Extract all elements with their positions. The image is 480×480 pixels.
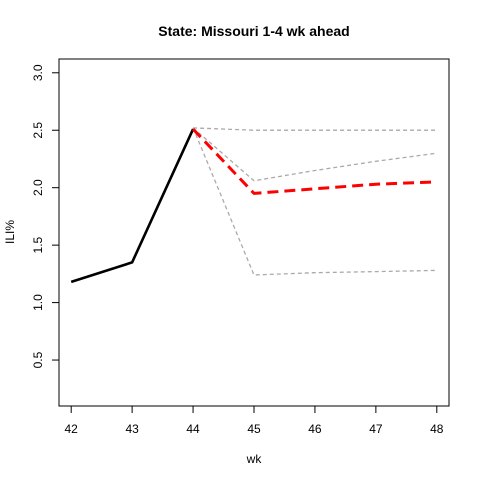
y-tick-label: 1.0 <box>31 294 45 311</box>
x-axis: 42 43 44 45 46 47 48 <box>65 405 444 436</box>
series-line-upper <box>193 127 437 131</box>
x-tick-label: 47 <box>369 422 383 436</box>
series-line-observed <box>70 128 195 284</box>
y-tick-label: 1.5 <box>31 236 45 253</box>
y-axis-label: ILI% <box>3 220 17 244</box>
x-tick-label: 45 <box>247 422 261 436</box>
plot-frame <box>58 58 450 407</box>
series-line-lower <box>192 127 437 276</box>
y-tick-label: 2.5 <box>31 122 45 139</box>
x-tick-label: 46 <box>308 422 322 436</box>
series-line-upper-mid <box>192 127 437 182</box>
y-axis: 0.5 1.0 1.5 2.0 2.5 3.0 <box>31 64 60 368</box>
y-tick-label: 2.0 <box>31 179 45 196</box>
x-axis-label: wk <box>246 452 263 466</box>
chart-title: State: Missouri 1-4 wk ahead <box>158 23 349 39</box>
x-tick-label: 48 <box>430 422 444 436</box>
series-layer <box>70 127 437 284</box>
series-line-forecast <box>192 128 437 195</box>
x-tick-label: 44 <box>186 422 200 436</box>
y-tick-label: 0.5 <box>31 351 45 368</box>
x-tick-label: 42 <box>65 422 79 436</box>
x-tick-label: 43 <box>125 422 139 436</box>
y-tick-label: 3.0 <box>31 64 45 81</box>
